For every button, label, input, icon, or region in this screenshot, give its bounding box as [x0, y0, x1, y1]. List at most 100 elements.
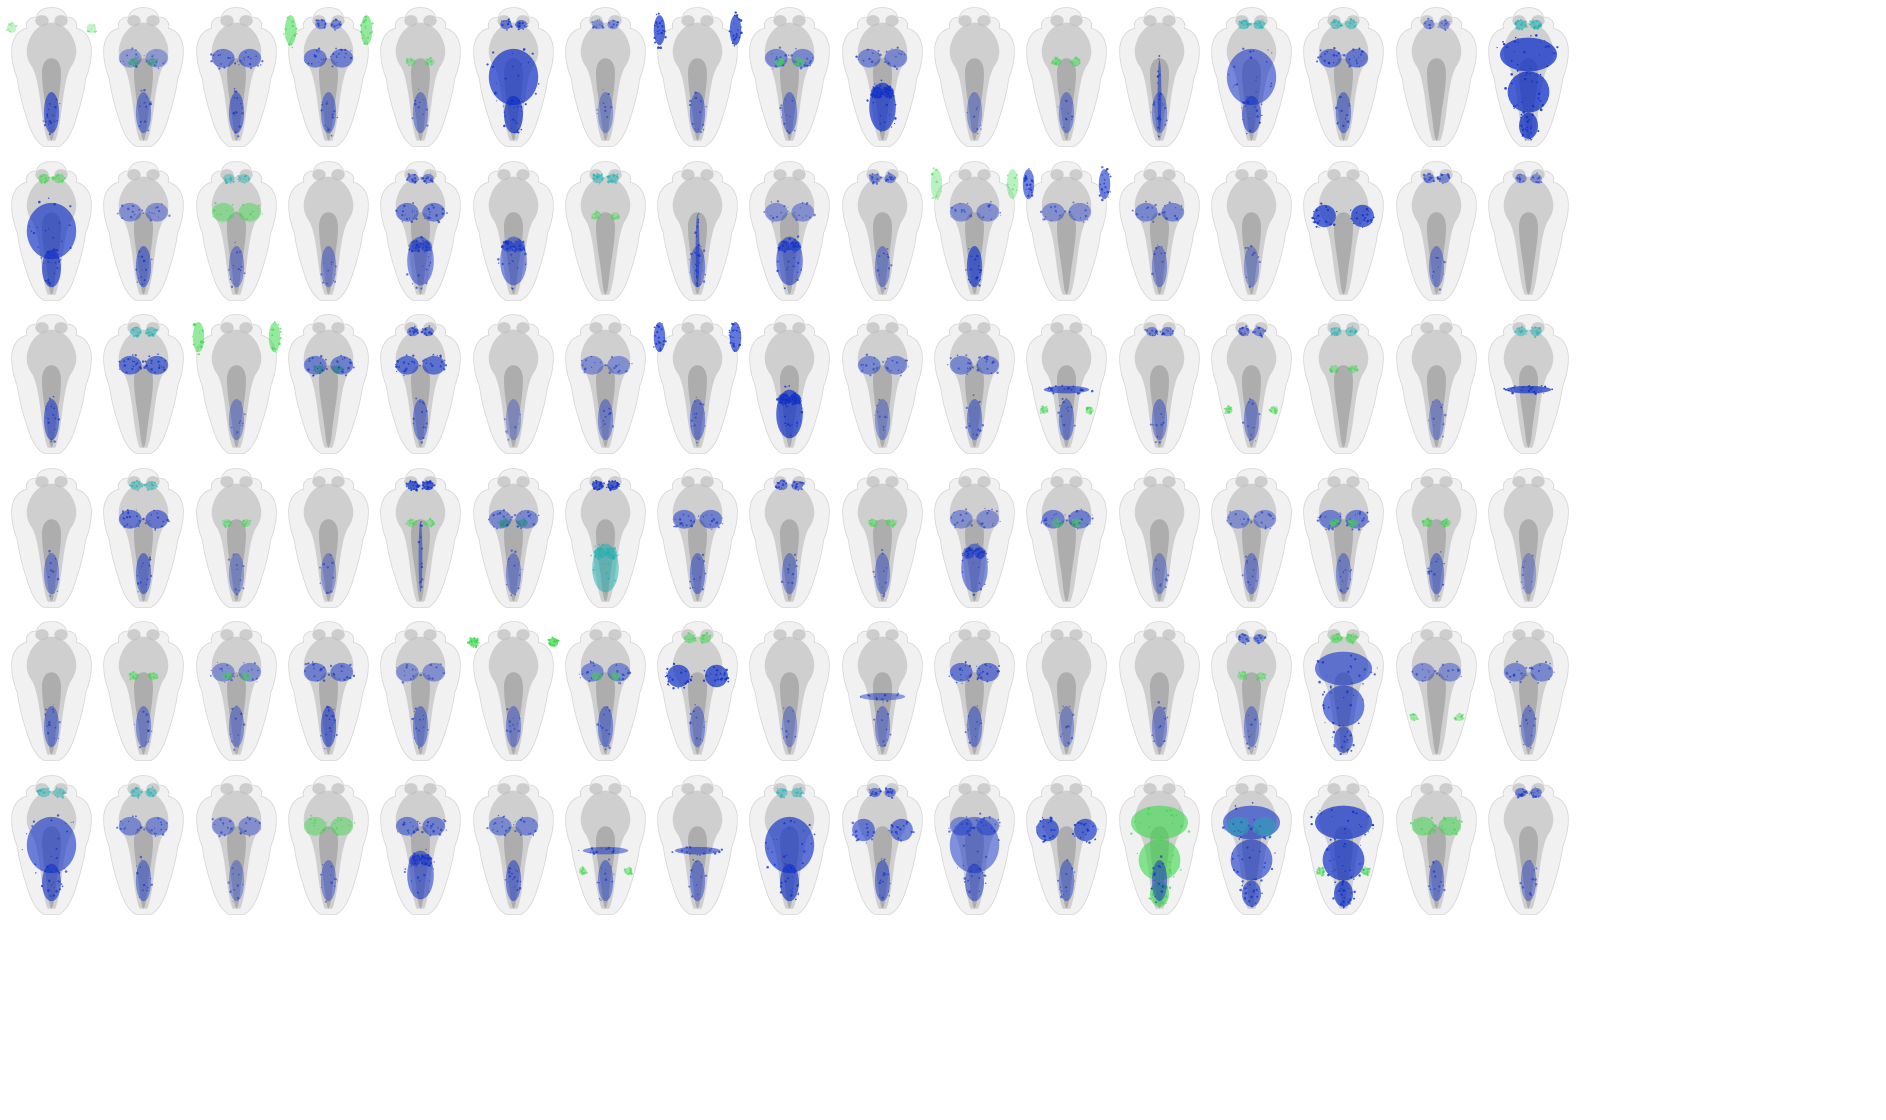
- brain-map-tile: [835, 463, 930, 613]
- brain-map-tile: [650, 616, 745, 766]
- brain-map-tile: [1019, 2, 1114, 152]
- brain-map-image: [1211, 7, 1292, 147]
- brain-map-image: [1303, 314, 1384, 454]
- brain-map-image: [657, 160, 738, 301]
- brain-map-tile: [1204, 156, 1299, 306]
- brain-map-image: [653, 314, 742, 454]
- brain-map-image: [841, 774, 923, 915]
- brain-map-tile: [466, 2, 561, 152]
- brain-map-image: [1211, 774, 1292, 915]
- brain-map-image: [103, 314, 185, 454]
- brain-map-image: [841, 314, 923, 454]
- brain-map-image: [1395, 774, 1477, 915]
- brain-map-image: [103, 160, 185, 301]
- brain-map-image: [749, 7, 831, 147]
- brain-map-tile: [1481, 463, 1576, 613]
- brain-map-tile: [927, 463, 1022, 613]
- brain-map-image: [1118, 160, 1200, 301]
- brain-map-image: [934, 467, 1015, 608]
- brain-map-tile: [742, 2, 837, 152]
- brain-map-tile: [281, 616, 376, 766]
- brain-map-image: [472, 160, 554, 301]
- brain-map-image: [11, 160, 92, 301]
- brain-map-tile: [1481, 2, 1576, 152]
- brain-map-image: [565, 774, 646, 915]
- brain-map-image: [1488, 621, 1569, 761]
- brain-map-image: [749, 621, 831, 761]
- brain-map-image: [749, 774, 831, 915]
- brain-map-tile: [1296, 309, 1391, 459]
- brain-map-tile: [96, 156, 191, 306]
- brain-map-image: [841, 467, 923, 608]
- brain-map-tile: [650, 309, 745, 459]
- brain-map-tile: [1389, 616, 1484, 766]
- brain-map-image: [1211, 621, 1292, 761]
- brain-map-image: [1303, 774, 1384, 915]
- brain-map-image: [103, 467, 185, 608]
- brain-map-tile: [1389, 156, 1484, 306]
- brain-map-tile: [742, 770, 837, 920]
- brain-map-tile: [1204, 309, 1299, 459]
- brain-map-image: [1026, 774, 1108, 915]
- brain-map-image: [380, 621, 461, 761]
- brain-map-image: [1026, 621, 1108, 761]
- brain-map-image: [288, 621, 369, 761]
- brain-map-image: [1303, 467, 1384, 608]
- brain-map-image: [934, 7, 1015, 147]
- brain-map-tile: [189, 770, 284, 920]
- brain-map-image: [11, 621, 92, 761]
- brain-map-image: [1026, 7, 1108, 147]
- brain-map-tile: [650, 463, 745, 613]
- brain-map-tile: [1019, 156, 1114, 306]
- brain-map-image: [472, 467, 554, 608]
- brain-map-image: [565, 621, 646, 761]
- brain-map-tile: [558, 616, 653, 766]
- brain-map-image: [195, 621, 277, 761]
- brain-map-image: [653, 7, 743, 147]
- brain-map-tile: [558, 156, 653, 306]
- brain-map-tile: [835, 2, 930, 152]
- brain-map-tile: [1112, 156, 1207, 306]
- brain-map-tile: [4, 2, 99, 152]
- brain-map-image: [380, 467, 461, 608]
- brain-map-tile: [373, 2, 468, 152]
- brain-map-tile: [742, 309, 837, 459]
- brain-map-image: [1488, 160, 1569, 301]
- brain-map-tile: [281, 2, 376, 152]
- brain-map-image: [1488, 7, 1569, 147]
- brain-map-image: [934, 774, 1015, 915]
- brain-map-tile: [558, 309, 653, 459]
- brain-map-image: [1395, 314, 1477, 454]
- brain-map-tile: [650, 2, 745, 152]
- brain-map-tile: [1389, 463, 1484, 613]
- brain-map-tile: [1481, 616, 1576, 766]
- brain-map-image: [11, 774, 92, 915]
- brain-map-image: [288, 774, 369, 915]
- brain-map-tile: [189, 2, 284, 152]
- brain-map-tile: [281, 463, 376, 613]
- brain-map-tile: [1019, 616, 1114, 766]
- brain-map-image: [565, 467, 646, 608]
- brain-map-tile: [189, 156, 284, 306]
- brain-map-image: [103, 621, 185, 761]
- brain-map-image: [1023, 160, 1112, 301]
- brain-map-tile: [1389, 309, 1484, 459]
- brain-map-tile: [927, 616, 1022, 766]
- brain-map-tile: [835, 616, 930, 766]
- brain-map-image: [288, 160, 369, 301]
- brain-map-tile: [373, 463, 468, 613]
- brain-map-tile: [835, 156, 930, 306]
- brain-map-image: [1395, 467, 1477, 608]
- brain-map-image: [1395, 621, 1477, 761]
- brain-map-tile: [1296, 770, 1391, 920]
- brain-map-image: [1303, 7, 1384, 147]
- brain-map-image: [103, 7, 185, 147]
- brain-map-image: [103, 774, 185, 915]
- brain-map-image: [1303, 621, 1384, 761]
- brain-map-tile: [373, 616, 468, 766]
- brain-map-image: [934, 314, 1015, 454]
- brain-map-tile: [96, 616, 191, 766]
- brain-map-tile: [1481, 770, 1576, 920]
- brain-map-image: [749, 160, 831, 301]
- brain-map-image: [380, 160, 461, 301]
